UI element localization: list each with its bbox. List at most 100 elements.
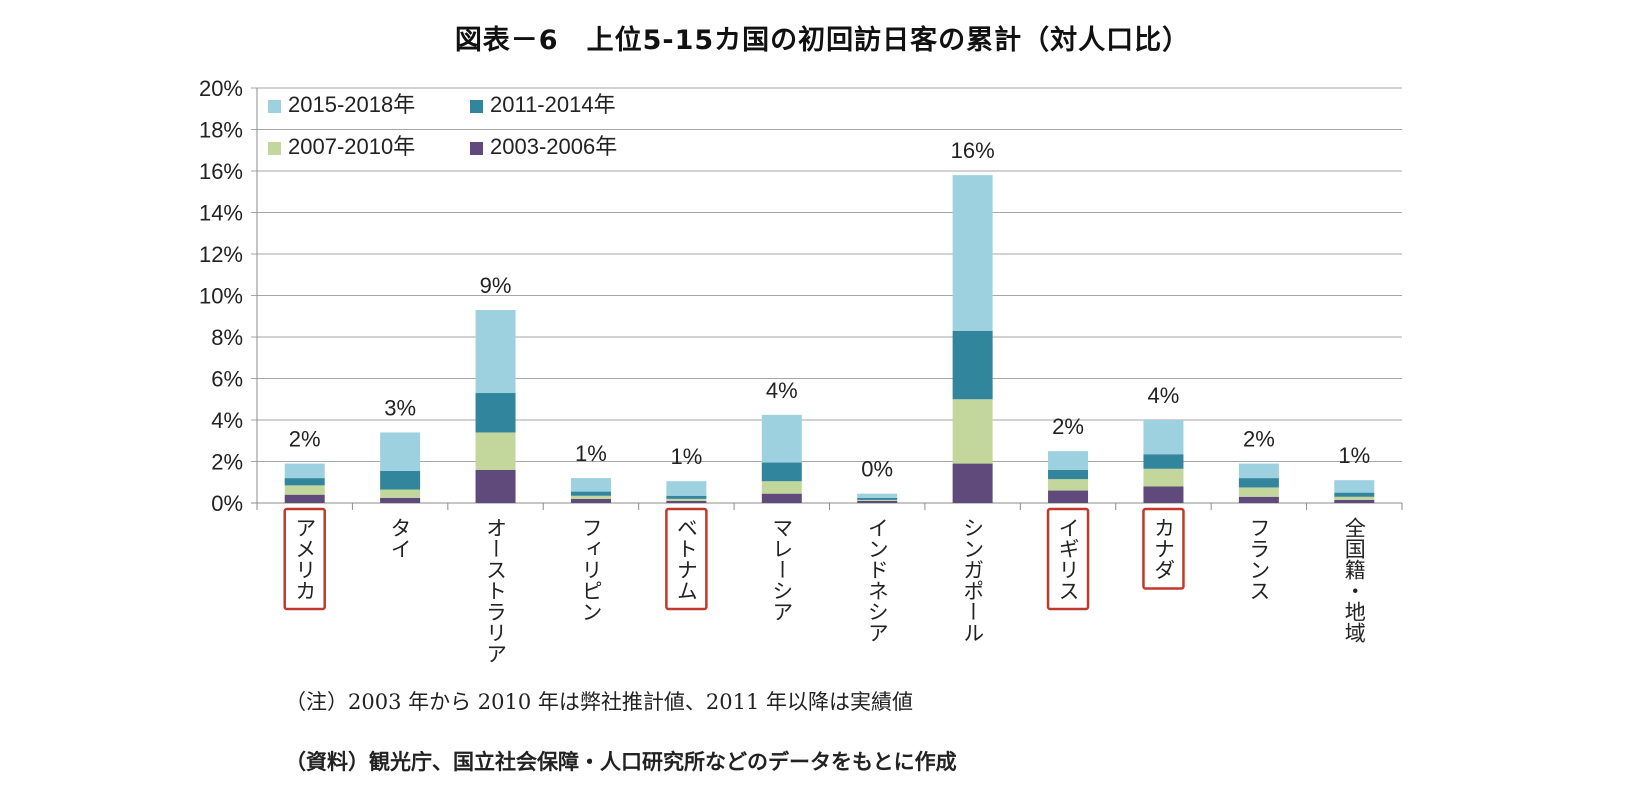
x-tick-label: アメリカ — [293, 517, 317, 601]
bar-segment — [1143, 468, 1184, 487]
data-label: 9% — [480, 273, 512, 298]
bar-segment — [1334, 496, 1375, 500]
data-label: 4% — [1148, 383, 1180, 408]
legend-swatch — [268, 142, 281, 155]
bar-segment — [857, 497, 898, 500]
highlight-box — [283, 507, 326, 611]
bar-segment — [380, 489, 421, 498]
x-tick-label: マレーシア — [770, 517, 794, 622]
x-tick-label: フランス — [1247, 517, 1271, 601]
stacked-bar-chart: 0% 2% 4% 6% 8% 10% 12% 14% 16% 18% 20% 2% 3% 9% 1% 1% 4… — [199, 76, 1403, 664]
legend-swatch — [470, 100, 483, 113]
bar-segment — [666, 495, 707, 499]
bar-segment — [284, 478, 325, 486]
y-tick-label: 8% — [211, 325, 243, 350]
bar-segment — [284, 494, 325, 503]
y-tick-label: 14% — [199, 201, 243, 226]
gridlines — [251, 87, 1402, 504]
data-label: 2% — [289, 427, 321, 452]
x-tick-label: フィリピン — [579, 517, 603, 622]
source-text: （資料）観光庁、国立社会保障・人口研究所などのデータをもとに作成 — [285, 750, 957, 774]
legend: 2015-2018年 2011-2014年 2007-2010年 2003-2006年 — [268, 92, 617, 159]
legend-swatch — [268, 100, 281, 113]
data-labels: 2% 3% 9% 1% 1% 4% 0% 16% 2% 4% 2% 1% — [289, 138, 1370, 482]
y-tick-label: 10% — [199, 284, 243, 309]
y-tick-label: 6% — [211, 367, 243, 392]
legend-label: 2015-2018年 — [288, 92, 415, 117]
y-axis: 0% 2% 4% 6% 8% 10% 12% 14% 16% 18% 20% — [199, 76, 258, 516]
data-label: 1% — [575, 441, 607, 466]
legend-label: 2003-2006年 — [490, 134, 617, 159]
bar-segment — [570, 495, 611, 499]
data-label: 1% — [1338, 443, 1370, 468]
x-tick-label: カナダ — [1151, 517, 1175, 580]
legend-swatch — [470, 142, 483, 155]
bar-segment — [1048, 469, 1089, 480]
bar-segment — [952, 175, 993, 331]
x-tick-label: タイ — [388, 517, 412, 559]
bar-segment — [666, 481, 707, 496]
bar-segment — [1048, 451, 1089, 470]
bar-segment — [857, 499, 898, 501]
bar-segment — [380, 470, 421, 490]
data-label: 16% — [951, 138, 995, 163]
bar-segment — [1238, 496, 1279, 503]
chart-title: 図表－6 上位5-15カ国の初回訪日客の累計（対人口比） — [454, 25, 1191, 56]
y-tick-label: 4% — [211, 408, 243, 433]
bar-segment — [1143, 420, 1184, 455]
bar-segment — [1334, 480, 1375, 493]
bar-segment — [761, 462, 802, 482]
y-tick-label: 18% — [199, 118, 243, 143]
y-tick-label: 20% — [199, 76, 243, 101]
x-axis: アメリカ タイ オーストラリア フィリピン ベトナム マレーシア インドネシア シンガポール イ… — [256, 503, 1403, 664]
bar-segment — [1238, 478, 1279, 488]
bar-segment — [1238, 487, 1279, 497]
bar-segment — [666, 500, 707, 503]
bar-segment — [761, 481, 802, 494]
data-label: 2% — [1243, 427, 1275, 452]
highlight-box — [1046, 507, 1090, 611]
bar-segment — [857, 500, 898, 503]
y-tick-label: 2% — [211, 450, 243, 475]
bar-segment — [761, 414, 802, 463]
highlight-box — [1142, 507, 1185, 590]
bar-segment — [1143, 454, 1184, 469]
data-label: 0% — [861, 457, 893, 482]
x-tick-label: ベトナム — [674, 517, 698, 601]
data-label: 1% — [670, 444, 702, 469]
bars — [284, 175, 1375, 503]
bar-segment — [761, 493, 802, 503]
y-tick-label: 16% — [199, 159, 243, 184]
bar-segment — [1238, 463, 1279, 479]
bar-segment — [475, 469, 516, 503]
bar-segment — [380, 432, 421, 471]
x-tick-label: オーストラリア — [484, 517, 508, 664]
bar-segment — [570, 491, 611, 496]
bar-segment — [284, 485, 325, 495]
bar-segment — [475, 310, 516, 394]
bar-segment — [952, 399, 993, 464]
y-tick-label: 0% — [211, 491, 243, 516]
bar-segment — [1143, 486, 1184, 503]
x-tick-label: イギリス — [1056, 517, 1080, 601]
bar-segment — [475, 432, 516, 470]
x-tick-label: 全国籍・地域 — [1342, 517, 1366, 643]
bar-segment — [380, 497, 421, 503]
bar-segment — [857, 493, 898, 498]
x-tick-label: インドネシア — [865, 517, 889, 643]
data-label: 3% — [384, 395, 416, 420]
bar-segment — [570, 478, 611, 492]
x-tick-label: シンガポール — [961, 517, 985, 643]
legend-label: 2007-2010年 — [288, 134, 415, 159]
data-label: 4% — [766, 378, 798, 403]
bar-segment — [475, 393, 516, 433]
bar-segment — [1334, 499, 1375, 503]
y-tick-label: 12% — [199, 242, 243, 267]
highlight-box — [665, 507, 708, 611]
legend-label: 2011-2014年 — [490, 92, 616, 117]
note-text: （注）2003 年から 2010 年は弊社推計値、2011 年以降は実績値 — [285, 690, 914, 714]
bar-segment — [1048, 479, 1089, 491]
bar-segment — [1048, 490, 1089, 503]
bar-segment — [666, 498, 707, 501]
bar-segment — [570, 498, 611, 503]
